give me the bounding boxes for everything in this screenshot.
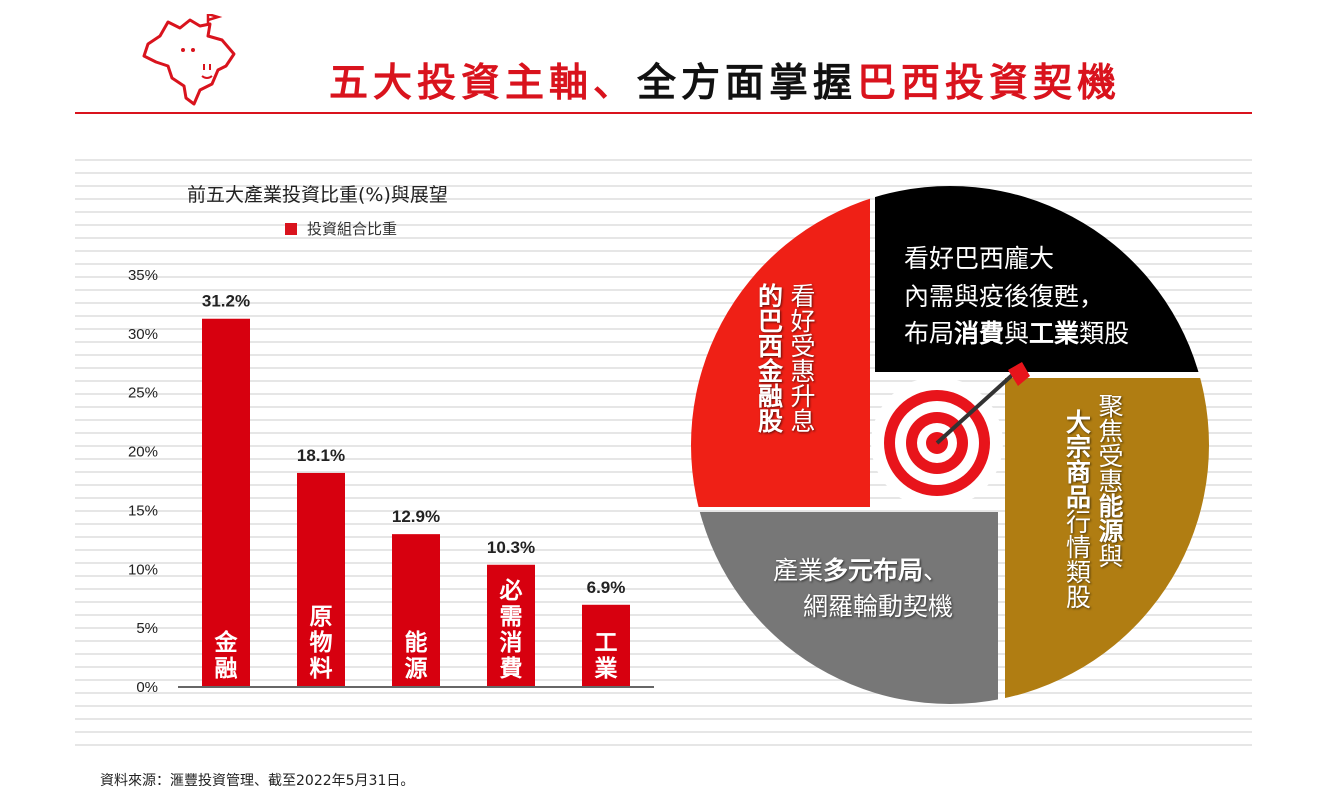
gold-text-line2: 大宗商品行情類股 (1063, 393, 1092, 609)
brazil-map-logo (142, 14, 236, 106)
bar (487, 564, 535, 686)
t: 、 (923, 556, 949, 585)
title-part-black: 全方面掌握 (636, 61, 857, 106)
category-label: 金 (214, 629, 239, 656)
red-text-line1: 看好受惠升息 (787, 283, 816, 433)
quadrant-black-text: 看好巴西龐大 內需與疫後復甦， 布局消費與工業類股 (904, 240, 1129, 353)
black-text-line2: 內需與疫後復甦， (904, 281, 1105, 311)
t: 多元布局 (823, 556, 924, 585)
data-label: 12.9% (392, 507, 440, 526)
black-text-line3: 布局消費與工業類股 (904, 315, 1129, 353)
data-label: 6.9% (587, 578, 626, 597)
t: 布局 (904, 319, 955, 348)
y-tick-label: 15% (128, 502, 158, 519)
bar (582, 604, 630, 686)
legend-swatch (285, 222, 297, 235)
title-part-red-2: 巴西投資契機 (857, 61, 1122, 106)
arrow-icon (935, 362, 1030, 445)
category-label: 原 (310, 604, 333, 630)
gray-text-line1: 產業多元布局、 (773, 553, 953, 589)
y-tick-label: 30% (128, 326, 158, 343)
data-label: 31.2% (202, 292, 250, 311)
legend-label: 投資組合比重 (307, 220, 398, 238)
category-label: 料 (310, 656, 333, 682)
data-label: 18.1% (297, 446, 345, 465)
title-divider (75, 112, 1252, 114)
data-label: 10.3% (487, 538, 535, 557)
t: 能源 (1095, 493, 1124, 543)
y-tick-label: 35% (128, 267, 158, 284)
category-label: 能 (405, 629, 428, 656)
title-part-red: 五大投資主軸、 (328, 61, 637, 106)
t: 消費 (954, 319, 1005, 348)
red-text-line2: 的巴西金融股 (754, 283, 784, 433)
category-label: 需 (500, 604, 523, 630)
category-label: 必 (500, 577, 523, 604)
quadrant-gray-text: 產業多元布局、 網羅輪動契機 (773, 553, 953, 626)
y-tick-label: 25% (128, 385, 158, 402)
category-label: 消 (500, 630, 523, 656)
y-tick-label: 0% (136, 679, 158, 696)
t: 產業 (773, 556, 824, 585)
gray-text-line2: 網羅輪動契機 (803, 592, 954, 622)
t: 聚焦受惠 (1095, 393, 1124, 493)
category-label: 業 (594, 655, 619, 682)
quadrant-red-text: 看好受惠升息 的巴西金融股 (752, 283, 817, 433)
t: 工業 (1029, 319, 1080, 348)
t: 與 (1095, 543, 1124, 568)
t: 與 (1004, 319, 1030, 348)
y-tick-label: 5% (136, 620, 158, 637)
category-label: 物 (310, 629, 333, 656)
gold-text-line1: 聚焦受惠能源與 (1095, 393, 1124, 568)
category-label: 工 (595, 630, 618, 656)
category-label: 源 (405, 656, 428, 682)
bar (202, 318, 250, 686)
quadrant-gold-text: 聚焦受惠能源與 大宗商品行情類股 (1060, 393, 1125, 609)
y-tick-label: 10% (128, 561, 158, 578)
y-tick-label: 20% (128, 444, 158, 461)
t: 行情類股 (1062, 509, 1092, 609)
chart-title: 前五大產業投資比重(%)與展望 (187, 184, 448, 206)
t: 類股 (1079, 319, 1130, 348)
chart-legend: 投資組合比重 (285, 218, 397, 239)
source-note: 資料來源：滙豐投資管理、截至2022年5月31日。 (100, 773, 415, 789)
t: 大宗商品 (1062, 409, 1092, 509)
category-label: 融 (215, 656, 238, 682)
page-title: 五大投資主軸、全方面掌握巴西投資契機 (0, 52, 1320, 108)
black-text-line1: 看好巴西龐大 (904, 244, 1055, 273)
bar (297, 472, 345, 686)
category-label: 費 (500, 656, 523, 682)
bar (392, 534, 440, 686)
